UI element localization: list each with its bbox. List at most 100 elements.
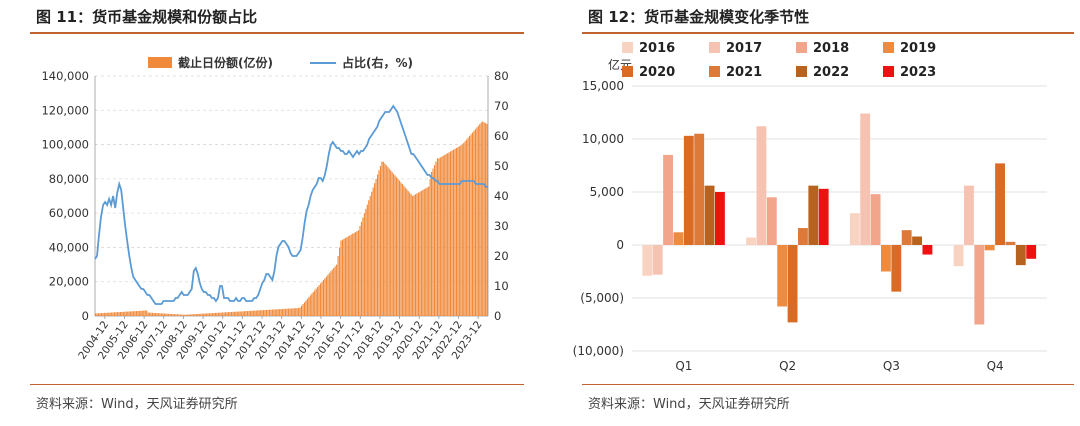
bar: [417, 192, 420, 316]
bar: [381, 161, 383, 316]
bar: [458, 146, 460, 316]
bar: [238, 311, 240, 316]
bar: [477, 125, 479, 317]
bar: [454, 148, 456, 316]
bar: [420, 190, 422, 316]
legend-label: 截止日份额(亿份): [178, 55, 273, 70]
bar: [379, 166, 382, 316]
bar: [336, 264, 338, 316]
bar: [974, 245, 985, 325]
bar: [397, 178, 399, 316]
bar: [279, 309, 281, 316]
bar: [766, 197, 777, 245]
bar: [144, 310, 146, 316]
bar: [290, 308, 292, 316]
source-rule: [582, 384, 1074, 385]
bar: [239, 311, 241, 316]
bar: [663, 154, 673, 245]
bar: [222, 312, 224, 316]
bar: [165, 313, 167, 316]
bar: [436, 158, 439, 316]
y-tick-label: 10,000: [582, 132, 624, 146]
bar: [112, 312, 114, 316]
bar: [319, 283, 322, 316]
bar: [235, 311, 237, 316]
bar: [422, 190, 424, 316]
bar: [306, 298, 308, 316]
legend-swatch: [622, 42, 633, 53]
bar: [403, 185, 405, 316]
source-rule: [30, 384, 524, 385]
legend-label: 2018: [813, 41, 849, 56]
bar: [366, 204, 368, 316]
bar: [395, 177, 398, 316]
bar: [166, 313, 168, 316]
bar: [168, 313, 170, 316]
bar: [435, 161, 437, 316]
bar: [419, 191, 421, 316]
bar: [246, 311, 249, 316]
bar: [372, 187, 374, 316]
y-left-tick-label: 120,000: [41, 103, 89, 117]
bar: [261, 310, 263, 316]
bar: [216, 312, 218, 316]
y-tick-label: 15,000: [582, 79, 624, 93]
bar: [309, 295, 311, 316]
bar: [715, 192, 725, 245]
bar: [355, 232, 357, 316]
bar: [141, 310, 143, 316]
legend-swatch-bar: [148, 57, 172, 68]
bar: [352, 233, 354, 316]
bar: [400, 182, 402, 316]
bar: [295, 308, 297, 316]
bar: [264, 310, 266, 316]
bar: [299, 307, 301, 316]
bar: [270, 309, 272, 316]
bar: [359, 226, 361, 316]
bar: [324, 278, 326, 316]
bar: [311, 293, 313, 316]
bar: [371, 191, 373, 316]
bar: [482, 121, 484, 317]
bar: [208, 313, 211, 316]
bar: [314, 290, 316, 316]
bar: [447, 153, 449, 316]
y-left-tick-label: 20,000: [49, 275, 89, 289]
bar: [461, 144, 463, 316]
bar: [135, 311, 138, 316]
bar: [232, 311, 234, 316]
bar: [273, 309, 275, 316]
bar: [103, 312, 105, 316]
x-tick-label: Q3: [883, 359, 900, 373]
bar: [203, 313, 205, 316]
bar: [175, 314, 177, 316]
bar: [121, 311, 123, 316]
bar: [328, 273, 330, 316]
legend-swatch: [883, 42, 894, 53]
bar: [404, 187, 406, 316]
bar: [201, 313, 203, 316]
bar: [347, 236, 349, 316]
bar: [433, 165, 436, 316]
bar: [197, 313, 199, 316]
bar: [162, 313, 164, 316]
figure-title: 图 12：货币基金规模变化季节性: [588, 8, 810, 26]
title-rule: [582, 32, 1074, 34]
bar: [448, 152, 450, 316]
bar: [429, 178, 431, 316]
bar: [438, 158, 440, 316]
bar: [1015, 245, 1026, 266]
bar: [460, 145, 462, 316]
bar: [217, 312, 219, 316]
bar: [303, 302, 306, 316]
bar: [346, 237, 348, 316]
bar: [195, 314, 197, 316]
bar: [321, 281, 323, 316]
bar: [995, 163, 1005, 245]
figure-12-panel: 图 12：货币基金规模变化季节性 (10,000) (5,000) 0 5,000 10…: [552, 0, 1080, 426]
bar: [260, 310, 262, 316]
bar: [128, 311, 130, 316]
bar: [891, 245, 902, 292]
bar: [293, 308, 295, 316]
bar: [252, 310, 254, 316]
